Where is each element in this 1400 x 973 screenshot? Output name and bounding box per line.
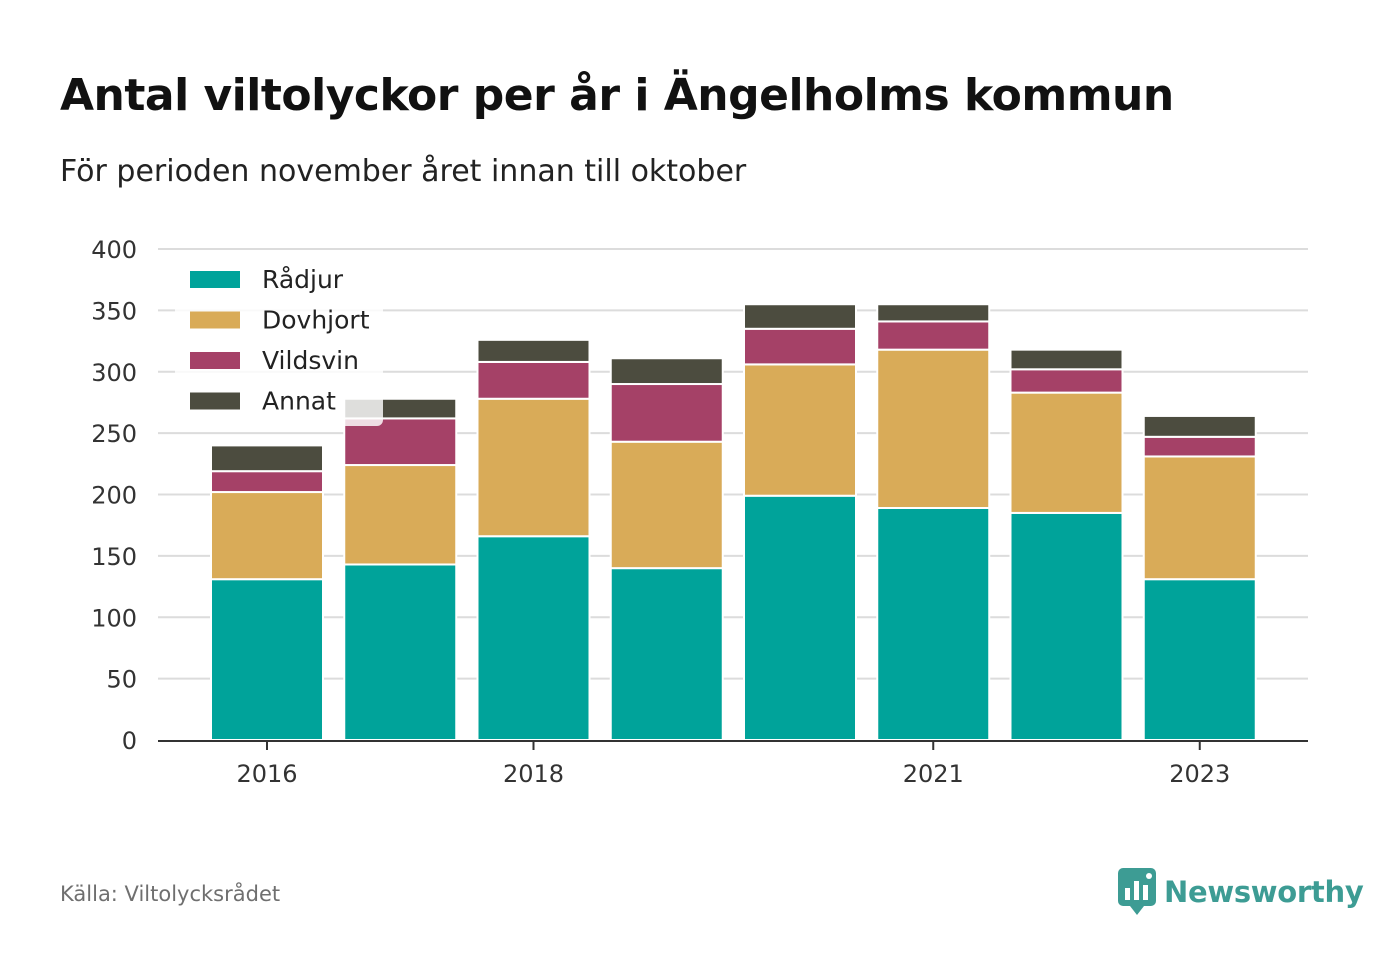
bar-segment-rådjur [343, 563, 458, 742]
x-tick-label: 2016 [236, 760, 297, 788]
bar-segment-dovhjort [1142, 455, 1257, 581]
bar-stack-2023 [1142, 414, 1257, 742]
bar-segment-dovhjort [743, 363, 857, 497]
bar-segment-vildsvin [1009, 368, 1124, 394]
x-axis: 2016 2018 2021 2023 [158, 740, 1308, 788]
legend-item-vildsvin[interactable]: Vildsvin [190, 346, 359, 375]
source-note: Källa: Viltolycksrådet [60, 882, 281, 906]
bar-segment-vildsvin [476, 360, 591, 400]
y-tick-label: 300 [91, 359, 137, 387]
bar-segment-vildsvin [609, 383, 724, 443]
legend-label: Dovhjort [262, 306, 370, 335]
x-tick-label: 2023 [1169, 760, 1230, 788]
bar-segment-dovhjort [210, 491, 324, 581]
legend-label: Annat [262, 387, 336, 416]
bar-segment-annat [876, 303, 991, 323]
bar-stacks [210, 303, 1257, 742]
legend-label: Rådjur [262, 265, 344, 294]
bar-stack-2016 [210, 444, 324, 742]
y-tick-label: 100 [91, 604, 137, 632]
bar-segment-dovhjort [609, 440, 724, 570]
bar-segment-annat [210, 444, 324, 473]
bar-segment-vildsvin [743, 327, 857, 366]
y-tick-label: 150 [91, 543, 137, 571]
bar-segment-dovhjort [876, 348, 991, 510]
legend-swatch [190, 271, 240, 288]
bar-segment-rådjur [1142, 578, 1257, 742]
y-tick-label: 50 [106, 666, 137, 694]
bar-stack-2019 [609, 357, 724, 742]
bar-stack-2021 [876, 303, 991, 741]
bar-segment-vildsvin [210, 470, 324, 494]
bar-segment-rådjur [876, 507, 991, 741]
bar-segment-rådjur [609, 567, 724, 742]
bar-segment-annat [743, 303, 857, 330]
bar-segment-dovhjort [343, 464, 458, 566]
newsworthy-logo[interactable]: Newsworthy [1118, 868, 1364, 916]
y-tick-label: 0 [122, 727, 137, 755]
bar-stack-2018 [476, 338, 591, 741]
bar-segment-annat [609, 357, 724, 386]
legend-swatch [190, 392, 240, 410]
chart-title: Antal viltolyckor per år i Ängelholms ko… [60, 70, 1174, 121]
bar-stack-2022 [1009, 348, 1124, 741]
y-tick-label: 200 [91, 482, 137, 510]
legend-label: Vildsvin [262, 346, 359, 375]
bar-stack-2017 [343, 397, 458, 742]
legend-swatch [190, 311, 240, 329]
legend-item-annat[interactable]: Annat [190, 387, 336, 416]
bar-segment-vildsvin [876, 320, 991, 351]
brand-name: Newsworthy [1164, 875, 1364, 909]
bar-segment-vildsvin [343, 417, 458, 467]
y-tick-label: 350 [91, 297, 137, 325]
bar-segment-rådjur [476, 535, 591, 741]
newsworthy-chart-bubble-icon [1118, 868, 1156, 915]
y-tick-label: 250 [91, 420, 137, 448]
x-tick-label: 2021 [903, 760, 964, 788]
legend-background [175, 258, 383, 426]
bar-segment-annat [1142, 414, 1257, 438]
legend-swatch [190, 352, 240, 369]
bar-segment-dovhjort [1009, 391, 1124, 514]
bar-segment-rådjur [1009, 511, 1124, 741]
bar-segment-annat [476, 338, 591, 363]
bar-segment-rådjur [210, 578, 324, 742]
y-tick-label: 400 [91, 236, 137, 264]
legend-item-dovhjort[interactable]: Dovhjort [190, 306, 370, 335]
bar-segment-rådjur [743, 494, 857, 742]
legend: Rådjur Dovhjort Vildsvin Annat [175, 258, 383, 426]
x-tick-label: 2018 [503, 760, 564, 788]
legend-item-rådjur[interactable]: Rådjur [190, 265, 344, 294]
bar-stack-2020 [743, 303, 857, 742]
bar-segment-dovhjort [476, 397, 591, 538]
y-axis-tick-labels: 0 50 100 150 200 250 300 350 400 [91, 236, 137, 755]
bar-segment-annat [1009, 348, 1124, 371]
chart-subtitle: För perioden november året innan till ok… [60, 154, 747, 189]
bar-segment-vildsvin [1142, 435, 1257, 458]
